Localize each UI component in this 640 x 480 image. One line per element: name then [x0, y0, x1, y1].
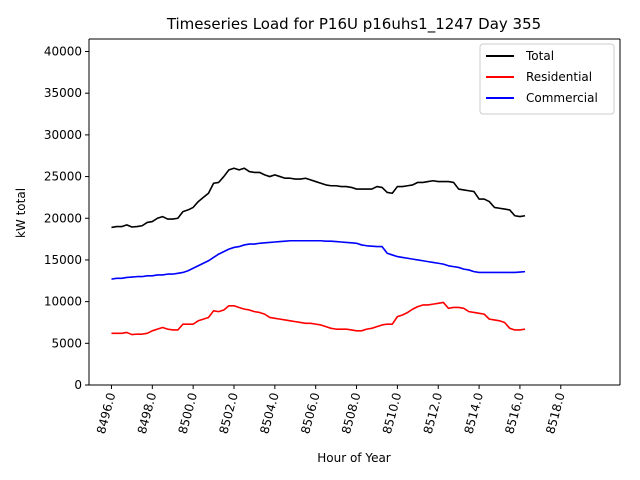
series-line-total — [111, 167, 526, 229]
legend-box — [479, 43, 615, 115]
series-line-commercial — [111, 239, 526, 280]
y-tick-label: 40000 — [44, 45, 82, 59]
legend-label-commercial: Commercial — [526, 91, 598, 105]
y-tick-label: 10000 — [44, 295, 82, 309]
y-tick-label: 0 — [74, 378, 82, 392]
y-tick-label: 35000 — [44, 86, 82, 100]
y-tick-label: 20000 — [44, 211, 82, 225]
y-tick-label: 15000 — [44, 253, 82, 267]
legend-label-total: Total — [525, 49, 554, 63]
legend: Total Residential Commercial — [479, 43, 615, 115]
chart-title: Timeseries Load for P16U p16uhs1_1247 Da… — [166, 15, 541, 34]
x-axis-label: Hour of Year — [317, 451, 391, 465]
y-tick-label: 5000 — [51, 336, 82, 350]
y-axis-label: kW total — [14, 188, 28, 238]
legend-label-residential: Residential — [526, 70, 592, 84]
series-line-residential — [111, 301, 526, 336]
series-layer — [111, 167, 526, 336]
y-tick-label: 30000 — [44, 128, 82, 142]
y-tick-label: 25000 — [44, 170, 82, 184]
